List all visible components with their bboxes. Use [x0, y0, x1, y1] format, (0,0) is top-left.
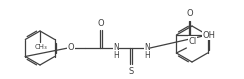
Text: Cl: Cl [188, 36, 196, 46]
Text: O: O [186, 9, 193, 18]
Text: N: N [144, 43, 150, 52]
Text: O: O [68, 44, 74, 53]
Text: CH₃: CH₃ [35, 44, 47, 50]
Text: H: H [144, 50, 150, 59]
Text: H: H [113, 50, 119, 59]
Text: O: O [98, 18, 104, 27]
Text: N: N [113, 43, 119, 52]
Text: S: S [128, 67, 134, 76]
Text: OH: OH [203, 30, 216, 40]
